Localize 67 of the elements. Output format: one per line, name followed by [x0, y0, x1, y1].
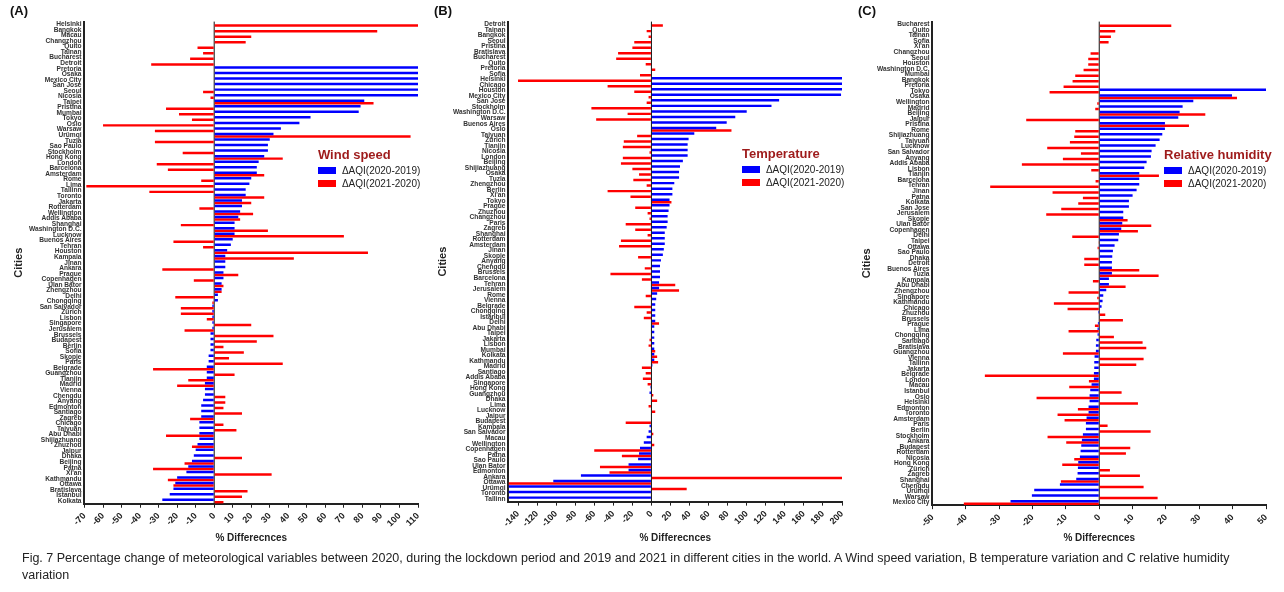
x-tick-label: -10	[182, 510, 199, 527]
x-tick-label: 0	[643, 508, 655, 520]
x-tick-label: -40	[126, 510, 144, 527]
x-tick-label: -60	[581, 508, 598, 525]
x-tick-label: -20	[619, 508, 636, 525]
x-tick-label: 0	[1091, 512, 1103, 523]
x-tick-label: -70	[71, 510, 88, 527]
x-tick-label: 50	[295, 510, 310, 525]
x-axis-title: % Differecnces	[639, 531, 712, 543]
y-axis-title: Cities	[859, 248, 872, 279]
chart-title: (A)	[10, 3, 29, 19]
x-tick-label: 10	[221, 510, 236, 525]
x-tick-label: -30	[986, 512, 1003, 529]
x-tick-label: -20	[164, 510, 181, 527]
y-axis-title: Cities	[435, 246, 448, 277]
x-axis-title: % Differecnces	[1063, 531, 1136, 543]
x-tick-label: 160	[789, 508, 808, 527]
legend-label: ΔAQI(2021-2020)	[341, 177, 421, 189]
x-tick-label: 80	[351, 510, 366, 525]
legend-label: ΔAQI(2020-2019)	[1188, 165, 1267, 177]
x-tick-label: 100	[732, 508, 750, 527]
x-tick-label: 180	[808, 508, 827, 527]
x-tick-label: -40	[600, 508, 617, 525]
legend-title: Wind speed	[317, 146, 392, 162]
x-tick-label: 30	[258, 510, 273, 525]
x-tick-label: 30	[1188, 512, 1203, 527]
x-tick-label: -50	[919, 512, 936, 529]
chart-title: (B)	[434, 3, 453, 19]
x-tick-label: 200	[827, 508, 846, 527]
x-tick-label: 60	[697, 508, 712, 523]
x-tick-label: 40	[1221, 512, 1236, 527]
x-tick-label: 110	[403, 510, 422, 529]
chart-title: (C)	[858, 3, 877, 19]
x-tick-label: 40	[277, 510, 292, 525]
x-tick-label: -30	[145, 510, 162, 527]
x-tick-label: 100	[384, 510, 403, 529]
x-tick-label: 50	[1255, 512, 1270, 527]
x-tick-label: 10	[1121, 512, 1136, 527]
x-axis-title: % Differecnces	[215, 531, 288, 543]
x-tick-label: 120	[751, 508, 769, 527]
x-tick-label: 20	[240, 510, 255, 525]
x-tick-label: 90	[369, 510, 385, 525]
x-tick-label: -140	[501, 508, 522, 529]
x-tick-label: 20	[1154, 512, 1170, 527]
x-tick-label: -60	[89, 510, 107, 527]
legend-label: ΔAQI(2020-2019)	[341, 164, 421, 176]
legend-label: ΔAQI(2021-2020)	[1188, 178, 1267, 190]
x-tick-label: 140	[770, 508, 788, 527]
x-tick-label: -120	[520, 508, 541, 529]
legend-title: Relative humidity	[1164, 147, 1272, 163]
x-tick-label: -80	[562, 508, 579, 525]
x-tick-label: 0	[206, 510, 218, 522]
x-tick-label: 60	[314, 510, 329, 525]
x-tick-label: 20	[659, 508, 674, 523]
x-tick-label: 40	[678, 508, 693, 523]
x-tick-label: -20	[1019, 512, 1036, 529]
y-axis-title: Cities	[11, 247, 24, 278]
legend-label: ΔAQI(2020-2019)	[765, 164, 845, 176]
x-tick-label: -100	[539, 508, 560, 529]
x-tick-label: 70	[332, 510, 348, 525]
x-tick-label: -40	[952, 512, 970, 529]
legend-title: Temperature	[741, 146, 821, 162]
caption: Fig. 7 Percentage change of meteorological variables between 2020, during the lockdown period and 2019 and 2021 in different cities in the world. A Wind speed variation, B temperature variation and C relative humidity variation	[22, 550, 1231, 584]
legend-label: ΔAQI(2021-2020)	[765, 177, 845, 189]
x-tick-label: -50	[108, 510, 125, 527]
x-tick-label: -10	[1052, 512, 1070, 529]
x-tick-label: 80	[716, 508, 731, 523]
